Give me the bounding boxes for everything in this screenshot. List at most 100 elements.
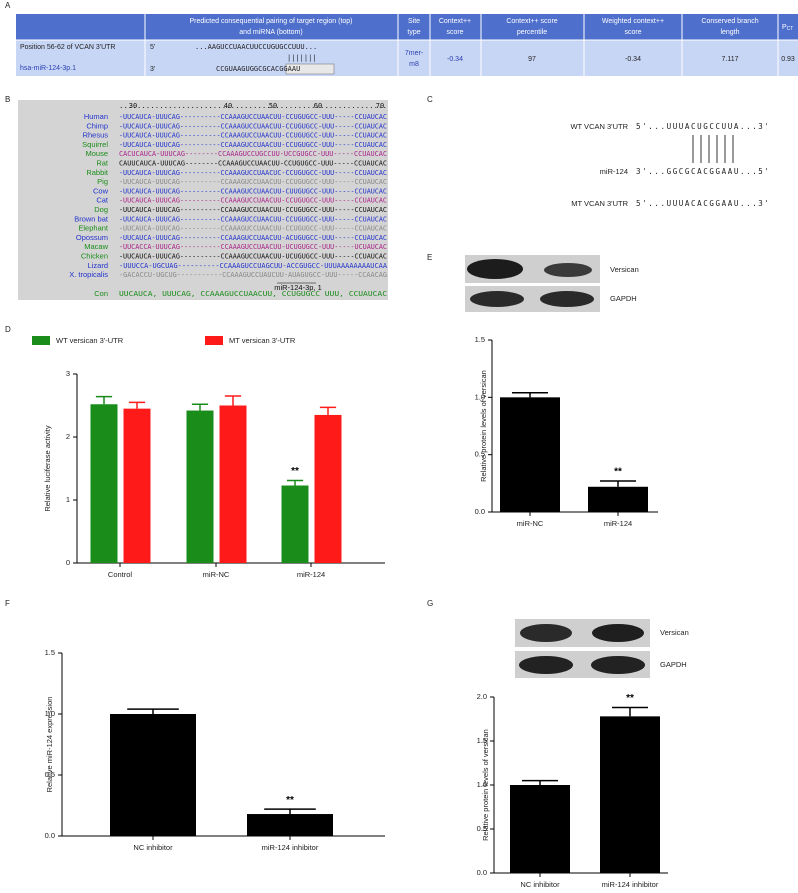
band-label: Versican (660, 628, 689, 637)
mirna-seed: CACGGAAU (267, 65, 301, 73)
panel-label: E (427, 253, 432, 262)
ruler-label: 50 (269, 102, 277, 110)
legend-swatch (32, 336, 50, 345)
species-name: Brown bat (74, 214, 109, 223)
y-tick-label: 0.5 (477, 824, 487, 833)
y-tick-label: 3 (66, 369, 70, 378)
legend-label: WT versican 3'-UTR (56, 336, 124, 345)
cell-text: m8 (409, 61, 419, 68)
cell-text: 0.93 (781, 56, 795, 63)
bar (588, 486, 648, 512)
band-label: GAPDH (660, 660, 687, 669)
species-name: Chicken (81, 251, 108, 260)
panel-label: D (5, 325, 11, 334)
species-name: Elephant (78, 224, 109, 233)
ruler-label: 60 (314, 102, 322, 110)
sequence: -UUCAUCA-UUUCAG----------CCAAAGUCCUAACUU… (119, 197, 387, 205)
header-text: PCT (782, 24, 793, 32)
y-tick-label: 1.5 (477, 736, 487, 745)
y-tick-label: 1.5 (475, 335, 485, 344)
header-text: Context++ (439, 18, 471, 25)
seq-text: 5'...UUUACUGCCUUA...3' (636, 122, 771, 131)
x-tick-label: NC inhibitor (133, 843, 173, 852)
panel-label: B (5, 95, 10, 104)
bar (500, 397, 560, 512)
y-axis-label: Relative protein levels of versican (479, 370, 488, 482)
cell-text: Position 56-62 of VCAN 3'UTR (20, 44, 116, 51)
cell-text: 5' (150, 44, 155, 51)
cell-text: CCGUAAGUGGCGCACGGAAU (216, 65, 300, 73)
ruler-label: 40 (224, 102, 232, 110)
x-tick-label: miR-124 inhibitor (262, 843, 319, 852)
y-tick-label: 0.0 (477, 868, 487, 877)
species-name: Rhesus (83, 131, 109, 140)
y-tick-label: 1.0 (475, 392, 485, 401)
ruler-label: 70 (376, 102, 384, 110)
legend-label: MT versican 3'-UTR (229, 336, 296, 345)
cell-text: -0.34 (447, 56, 463, 63)
species-name: Pig (97, 177, 108, 186)
bar (90, 404, 118, 563)
y-tick-label: 1.0 (45, 709, 55, 718)
sequence: -UUCAUCA-UUUCAG----------CCAAAGUCCUAACUC… (119, 169, 387, 177)
y-tick-label: 0.5 (475, 450, 485, 459)
header-text: score (446, 29, 463, 36)
sequence: -UUCAUCA-UUUCAG----------CCAAAGUCCUAACUU… (119, 225, 387, 233)
table-row (16, 40, 798, 76)
cell-text: ||||||| (287, 54, 317, 62)
sequence: -UUCAUCA-UUUCAG----------CCAAAGUCCUAACUU… (119, 215, 387, 223)
cell-text: ...AAGUCCUAACUUCCUGUGCCUUU... (195, 43, 317, 51)
species-name: Human (84, 112, 108, 121)
species-name: Rat (96, 158, 109, 167)
header-sub: CT (787, 26, 794, 32)
sequence: -UUCAUCA-UUUCAG----------CCAAAGUCCUAACUU… (119, 187, 387, 195)
band (519, 656, 573, 674)
seed-box (285, 63, 335, 75)
sequence: -UUCAUCA-UUUCAG----------CCAAAGUCCUAACUU… (119, 253, 387, 261)
sequence: UUCAUCA, UUUCAG, CCAAAGUCCUAACUU, CCUGUG… (119, 290, 387, 298)
band (592, 624, 644, 642)
alignment: ........................................… (69, 102, 388, 298)
sequence: -UUCAUCA-UUUCAG----------CCAAAGUCCUAACUU… (119, 113, 387, 121)
species-name: Con (94, 289, 108, 298)
header-text: Context++ score (506, 18, 557, 25)
x-tick-label: miR-124 (604, 519, 632, 528)
significance: ** (614, 467, 622, 478)
header-text: and miRNA (bottom) (239, 29, 302, 36)
header-text: Conserved branch (701, 18, 758, 25)
seq-label: MT VCAN 3'UTR (571, 199, 628, 208)
sequence: -UUCAUCA-UUUCAG----------CCAAAGUCCUAACUU… (119, 141, 387, 149)
y-axis-label: Relative luciferase activity (43, 425, 52, 512)
species-name: Macaw (84, 242, 108, 251)
mirna-seq: CCGUAAGUGGCG (216, 65, 267, 73)
band-label: GAPDH (610, 294, 637, 303)
cell-text: 97 (528, 56, 536, 63)
header-text: Site (408, 18, 420, 25)
sequence: -UUUCCA-UGCUAG----------CCAAAGUCCUAGCUU-… (119, 262, 388, 270)
sequence: -UUCAUCA-UUUCAG----------CCAAAGUCCUAACUU… (119, 178, 387, 186)
species-name: X. tropicalis (69, 270, 108, 279)
band-label: Versican (610, 265, 639, 274)
bar (247, 814, 333, 836)
seq-text: 3'...GGCGCACGGAAU...5' (636, 167, 771, 176)
header-main: P (782, 24, 787, 31)
pairing-lines (692, 135, 734, 163)
y-tick-label: 1.0 (477, 780, 487, 789)
sequence: CAUUCAUCA-UUUCAG--------CCAAAGUCCUAACUU-… (119, 160, 387, 168)
species-name: Opossum (76, 233, 108, 242)
sequence: CACUCAUCA-UUUCAG--------CCAAAGUCCUGCCUU-… (119, 150, 387, 158)
band (591, 656, 645, 674)
band (540, 291, 594, 307)
header-text: length (720, 29, 739, 36)
table-dividers (16, 14, 798, 76)
mirna-label: miR-124-3p, 1 (274, 283, 322, 292)
species-name: Cat (96, 196, 109, 205)
ruler-label: 30 (129, 102, 137, 110)
x-tick-label: miR-NC (203, 570, 230, 579)
header-text: percentile (517, 29, 547, 36)
band (520, 624, 572, 642)
sequence: -UUCAUCA-UUUCAG----------CCAAAGUCCUAACUU… (119, 122, 387, 130)
species-name: Lizard (88, 261, 108, 270)
cell-text: 7.117 (722, 56, 739, 63)
